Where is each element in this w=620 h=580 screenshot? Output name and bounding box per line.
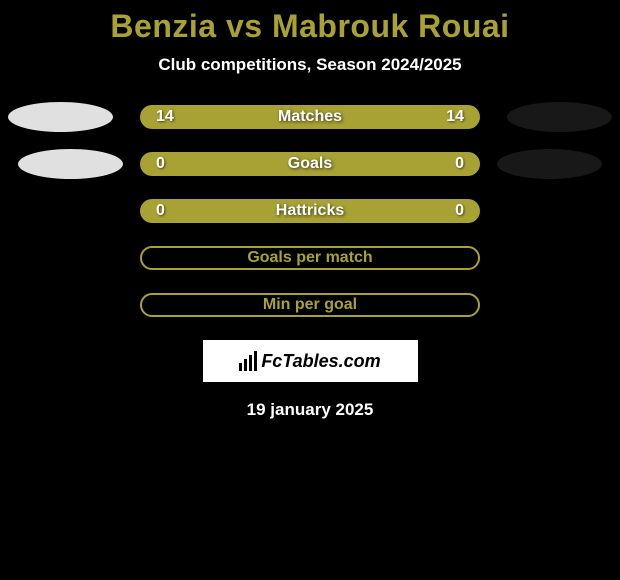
stat-value-right: 14 (434, 108, 464, 126)
stat-row-matches: 14 Matches 14 (0, 105, 620, 129)
stat-row-goals-per-match: Goals per match (0, 246, 620, 270)
stat-row-goals: 0 Goals 0 (0, 152, 620, 176)
chart-icon (239, 351, 257, 371)
stat-value-left: 0 (156, 202, 186, 220)
logo-content: FcTables.com (239, 351, 380, 372)
player-ellipse-left (18, 149, 123, 179)
comparison-infographic: Benzia vs Mabrouk Rouai Club competition… (0, 0, 620, 420)
stat-row-min-per-goal: Min per goal (0, 293, 620, 317)
stat-bar: 14 Matches 14 (140, 105, 480, 129)
stat-value-left: 0 (156, 155, 186, 173)
stat-bar-outline: Goals per match (140, 246, 480, 270)
page-title: Benzia vs Mabrouk Rouai (0, 8, 620, 45)
stat-value-right: 0 (434, 202, 464, 220)
stat-label: Matches (278, 108, 342, 126)
player-ellipse-right (497, 149, 602, 179)
subtitle: Club competitions, Season 2024/2025 (0, 55, 620, 75)
stat-label: Goals per match (247, 249, 372, 267)
stat-value-right: 0 (434, 155, 464, 173)
stat-bar: 0 Goals 0 (140, 152, 480, 176)
logo-box: FcTables.com (203, 340, 418, 382)
stats-area: 14 Matches 14 0 Goals 0 0 Hattricks 0 (0, 105, 620, 317)
stat-bar-outline: Min per goal (140, 293, 480, 317)
stat-row-hattricks: 0 Hattricks 0 (0, 199, 620, 223)
stat-label: Goals (288, 155, 332, 173)
date-text: 19 january 2025 (0, 400, 620, 420)
stat-label: Min per goal (263, 296, 357, 314)
stat-bar: 0 Hattricks 0 (140, 199, 480, 223)
logo-text: FcTables.com (261, 351, 380, 372)
player-ellipse-left (8, 102, 113, 132)
player-ellipse-right (507, 102, 612, 132)
stat-label: Hattricks (276, 202, 344, 220)
stat-value-left: 14 (156, 108, 186, 126)
